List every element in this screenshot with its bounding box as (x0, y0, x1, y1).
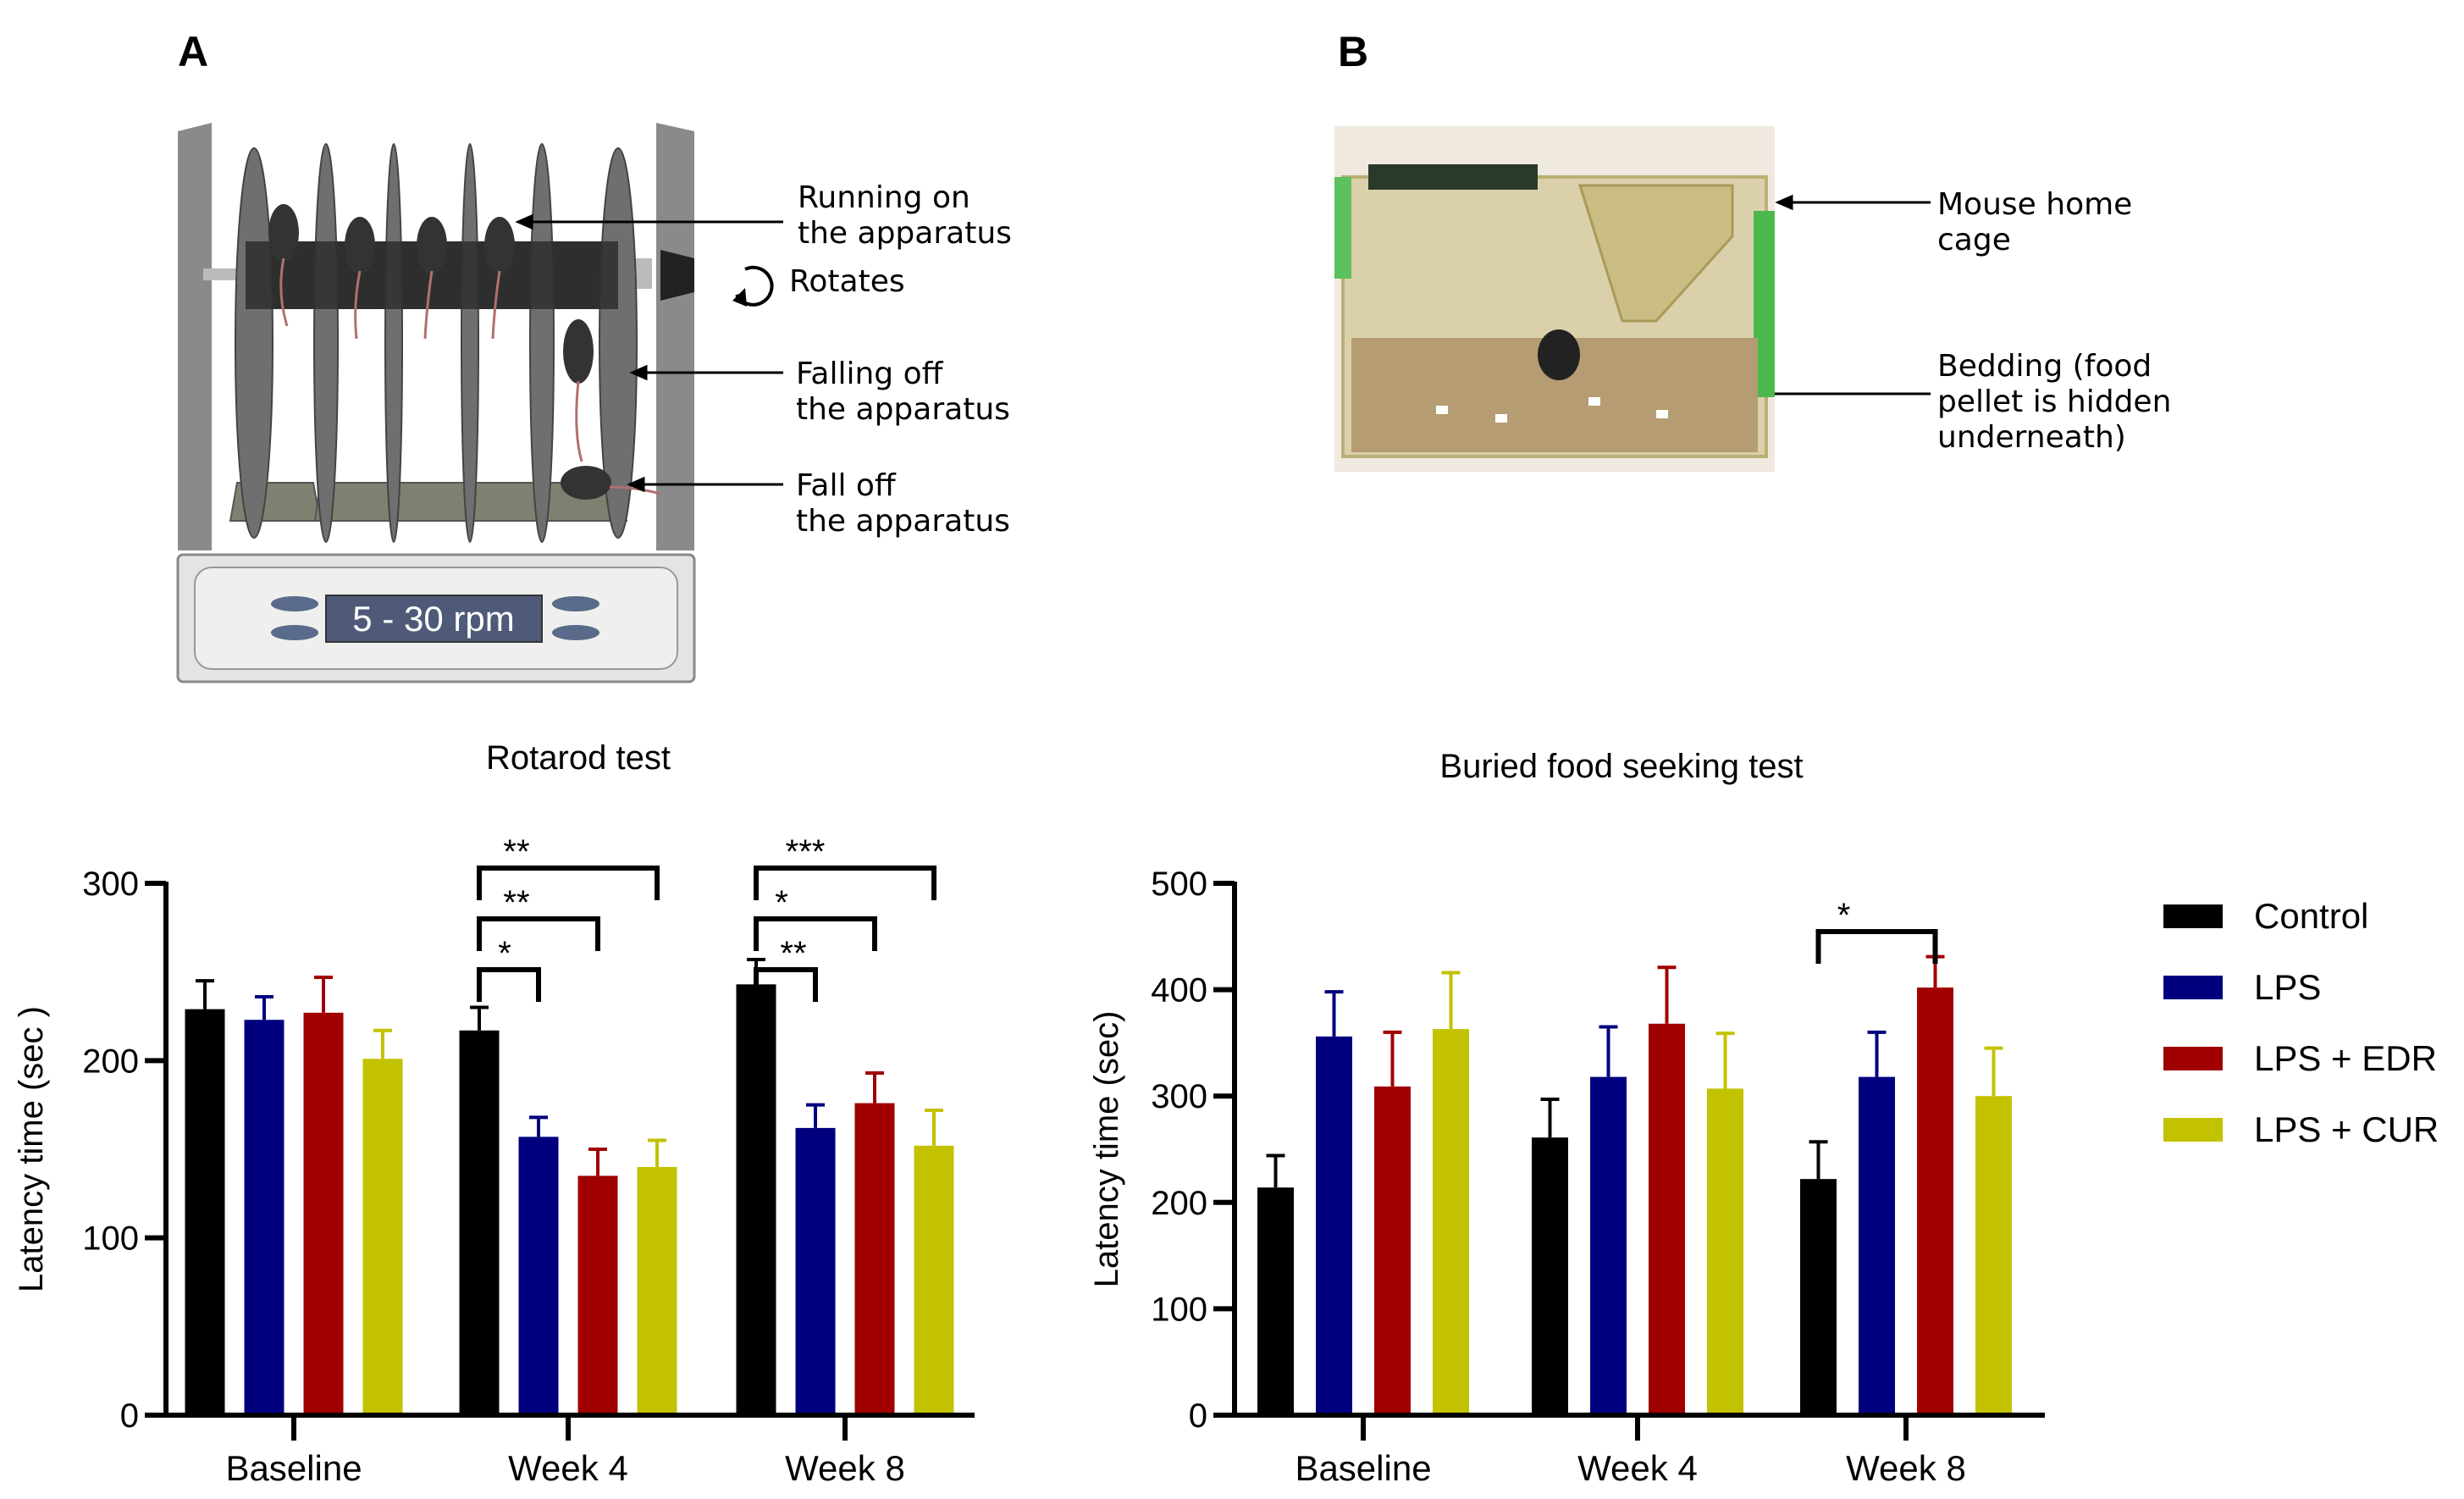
home-cage-photo (1334, 126, 1775, 472)
x-tick-label: Baseline (225, 1448, 362, 1488)
y-tick-label: 200 (82, 1043, 139, 1080)
bar-control-week-4 (1532, 1137, 1568, 1415)
bar-lps-edr-week-4 (577, 1175, 618, 1415)
panel-a-label: A (178, 28, 209, 75)
annotation-fall: Fall off the apparatus (796, 468, 1010, 539)
rotarod-apparatus-illustration: 5 - 30 rpm (176, 123, 696, 683)
significance-label: * (775, 884, 788, 921)
x-tick-label: Week 8 (1846, 1448, 1966, 1488)
y-tick-label: 500 (1151, 866, 1207, 903)
significance-bracket (477, 967, 541, 1002)
bar-lps-edr-baseline (303, 1012, 344, 1415)
y-tick-label: 0 (120, 1397, 139, 1435)
bar-lps-baseline (244, 1020, 285, 1415)
panel-b-label: B (1338, 28, 1369, 75)
significance-label: ** (780, 935, 806, 972)
annotation-falling: Falling off the apparatus (796, 357, 1010, 427)
y-tick-label: 200 (1151, 1185, 1207, 1222)
bar-lps-cur-week-8 (914, 1145, 954, 1415)
chart-title: Rotarod test (486, 739, 671, 777)
bar-lps-edr-week-8 (1917, 987, 1953, 1415)
legend-label: LPS (2254, 967, 2321, 1007)
significance-label: * (498, 935, 511, 972)
y-tick-label: 0 (1189, 1397, 1207, 1435)
bar-control-baseline (185, 1009, 225, 1415)
chart-1: Rotarod test Latency time (sec ) 0 100 200 30… (13, 739, 975, 1488)
rpm-display (325, 595, 543, 643)
bar-lps-cur-week-4 (1707, 1088, 1743, 1415)
significance-bracket (754, 967, 818, 1002)
bar-lps-week-8 (1859, 1076, 1895, 1415)
bar-lps-week-4 (518, 1137, 559, 1415)
legend-label: Control (2254, 896, 2368, 936)
y-tick-label: 100 (1151, 1291, 1207, 1328)
annotation-rotates: Rotates (789, 264, 905, 299)
chart-2: Buried food seeking test Latency time (se… (1088, 748, 2045, 1488)
significance-bracket (1815, 929, 1938, 964)
legend-swatch (2163, 1118, 2223, 1142)
y-tick-label: 300 (82, 866, 139, 903)
bar-lps-cur-week-4 (637, 1166, 677, 1415)
bar-lps-week-8 (795, 1127, 836, 1415)
legend-swatch (2163, 904, 2223, 928)
x-tick-label: Week 4 (508, 1448, 628, 1488)
significance-bracket (754, 866, 936, 900)
significance-label: ** (503, 884, 529, 921)
x-tick-label: Week 4 (1577, 1448, 1698, 1488)
significance-bracket (477, 866, 660, 900)
bar-lps-cur-baseline (362, 1059, 403, 1415)
bar-control-week-8 (736, 984, 776, 1415)
significance-label: ** (503, 833, 529, 871)
bar-lps-week-4 (1590, 1076, 1627, 1415)
y-tick-label: 300 (1151, 1078, 1207, 1115)
bar-control-week-4 (459, 1030, 500, 1415)
bar-lps-baseline (1316, 1036, 1352, 1415)
bar-control-week-8 (1800, 1179, 1837, 1415)
annotation-running: Running on the apparatus (798, 180, 1012, 251)
annotation-bedding: Bedding (food pellet is hidden underneat… (1937, 349, 2172, 455)
chart-title: Buried food seeking test (1439, 748, 1803, 785)
rpm-display-text: 5 - 30 rpm (352, 599, 514, 639)
bar-lps-cur-week-8 (1975, 1096, 2012, 1415)
annotation-cage: Mouse home cage (1937, 187, 2133, 257)
bar-lps-edr-week-8 (854, 1103, 895, 1415)
significance-bracket (754, 916, 877, 951)
y-axis-label: Latency time (sec) (1088, 1011, 1125, 1288)
bar-lps-edr-baseline (1374, 1086, 1411, 1415)
legend-swatch (2163, 976, 2223, 999)
legend-swatch (2163, 1047, 2223, 1070)
legend-label: LPS + EDR (2254, 1038, 2437, 1078)
bar-lps-edr-week-4 (1649, 1023, 1685, 1415)
y-tick-label: 400 (1151, 972, 1207, 1009)
significance-label: *** (786, 833, 826, 871)
significance-label: * (1837, 897, 1851, 934)
y-tick-label: 100 (82, 1220, 139, 1258)
y-axis-label: Latency time (sec ) (13, 1006, 50, 1292)
legend-label: LPS + CUR (2254, 1109, 2439, 1149)
bar-control-baseline (1257, 1187, 1294, 1415)
x-tick-label: Baseline (1295, 1448, 1431, 1488)
significance-bracket (477, 916, 600, 951)
x-tick-label: Week 8 (785, 1448, 905, 1488)
bar-lps-cur-baseline (1433, 1029, 1469, 1415)
